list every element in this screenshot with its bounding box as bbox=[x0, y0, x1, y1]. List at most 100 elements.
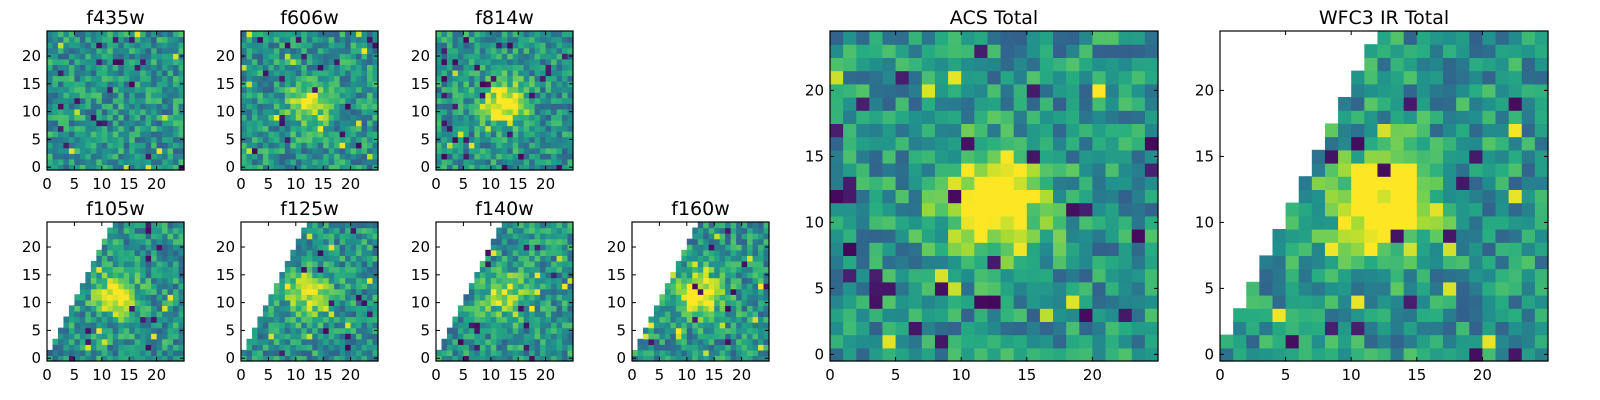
heatmap-cell bbox=[512, 108, 519, 115]
heatmap-cell bbox=[908, 308, 923, 322]
heatmap-cell bbox=[90, 266, 97, 273]
heatmap-cell bbox=[830, 57, 844, 72]
heatmap-cell bbox=[463, 75, 470, 82]
heatmap-cell bbox=[145, 333, 152, 340]
heatmap-cell bbox=[241, 97, 248, 104]
heatmap-cell bbox=[681, 344, 688, 351]
heatmap-cell bbox=[290, 288, 297, 295]
heatmap-cell bbox=[518, 283, 525, 290]
heatmap-cell bbox=[268, 75, 275, 82]
heatmap-cell bbox=[246, 355, 253, 362]
heatmap-cell bbox=[468, 158, 475, 166]
panel-title-f606w: f606w bbox=[280, 7, 339, 29]
heatmap-cell bbox=[512, 97, 519, 104]
heatmap-cell bbox=[708, 344, 715, 351]
heatmap-cell bbox=[178, 69, 185, 77]
heatmap-cell bbox=[485, 108, 492, 115]
heatmap-cell bbox=[290, 294, 297, 301]
heatmap-cell bbox=[284, 42, 291, 49]
heatmap-cell bbox=[262, 333, 269, 340]
heatmap-cell bbox=[490, 344, 497, 351]
heatmap-cell bbox=[1039, 110, 1054, 124]
heatmap-cell bbox=[323, 333, 330, 340]
heatmap-cell bbox=[714, 338, 721, 345]
heatmap-cell bbox=[529, 158, 536, 166]
heatmap-cell bbox=[372, 238, 379, 245]
heatmap-cell bbox=[697, 327, 704, 334]
heatmap-cell bbox=[68, 131, 75, 138]
heatmap-cell bbox=[551, 75, 558, 82]
heatmap-cell bbox=[1118, 83, 1133, 98]
heatmap-cell bbox=[268, 58, 275, 65]
heatmap-cell bbox=[372, 36, 379, 43]
heatmap-cell bbox=[312, 92, 319, 99]
heatmap-cell bbox=[112, 131, 119, 138]
heatmap-cell bbox=[301, 316, 308, 323]
heatmap-cell bbox=[1131, 97, 1146, 111]
heatmap-cell bbox=[562, 244, 569, 251]
heatmap-cell bbox=[843, 281, 857, 296]
heatmap-cell bbox=[895, 57, 910, 72]
heatmap-cell bbox=[90, 92, 97, 99]
heatmap-cell bbox=[372, 153, 379, 160]
heatmap-cell bbox=[567, 31, 574, 38]
heatmap-cell bbox=[118, 31, 125, 38]
heatmap-cell bbox=[101, 119, 108, 127]
heatmap-cell bbox=[301, 142, 308, 149]
heatmap-cell bbox=[895, 123, 910, 138]
heatmap-cell bbox=[670, 316, 677, 323]
heatmap-cell bbox=[567, 322, 574, 329]
heatmap-cell bbox=[921, 163, 936, 177]
heatmap-cell bbox=[659, 344, 666, 351]
heatmap-cell bbox=[1092, 321, 1107, 336]
heatmap-cell bbox=[562, 131, 569, 138]
heatmap-cell bbox=[79, 125, 86, 132]
heatmap-cell bbox=[356, 249, 363, 256]
heatmap-cell bbox=[173, 103, 180, 110]
heatmap-cell bbox=[367, 125, 374, 132]
heatmap-cell bbox=[540, 333, 547, 340]
heatmap-cell bbox=[112, 327, 119, 334]
heatmap-cell bbox=[1298, 215, 1313, 230]
heatmap-cell bbox=[273, 69, 280, 77]
heatmap-cell bbox=[279, 119, 286, 127]
heatmap-cell bbox=[167, 255, 174, 262]
heatmap-cell bbox=[452, 31, 459, 38]
heatmap-cell bbox=[1508, 321, 1523, 336]
heatmap-cell bbox=[257, 69, 264, 77]
heatmap-cell bbox=[725, 305, 732, 312]
heatmap-cell bbox=[675, 266, 682, 273]
heatmap-cell bbox=[123, 31, 130, 38]
heatmap-cell bbox=[882, 44, 897, 58]
heatmap-cell bbox=[279, 131, 286, 138]
heatmap-cell bbox=[523, 327, 530, 334]
heatmap-cell bbox=[501, 255, 508, 262]
heatmap-cell bbox=[468, 69, 475, 77]
heatmap-cell bbox=[284, 344, 291, 351]
heatmap-cell bbox=[1377, 255, 1392, 270]
heatmap-cell bbox=[301, 42, 308, 49]
heatmap-cell bbox=[134, 322, 141, 329]
x-tick-label: 5 bbox=[264, 366, 274, 384]
heatmap-cell bbox=[151, 119, 158, 127]
heatmap-cell bbox=[659, 322, 666, 329]
heatmap-cell bbox=[52, 355, 59, 362]
heatmap-cell bbox=[457, 86, 464, 93]
heatmap-cell bbox=[57, 136, 65, 143]
heatmap-cell bbox=[241, 31, 248, 38]
heatmap-cell bbox=[284, 103, 291, 110]
heatmap-cell bbox=[446, 131, 454, 138]
heatmap-cell bbox=[306, 81, 313, 88]
heatmap-cell bbox=[123, 233, 130, 240]
heatmap-cell bbox=[758, 333, 765, 340]
heatmap-cell bbox=[241, 64, 248, 71]
heatmap-cell bbox=[758, 288, 765, 295]
heatmap-cell bbox=[501, 75, 508, 82]
heatmap-cell bbox=[112, 322, 119, 329]
heatmap-cell bbox=[523, 299, 530, 306]
heatmap-cell bbox=[74, 47, 81, 54]
heatmap-cell bbox=[468, 36, 475, 43]
heatmap-cell bbox=[479, 47, 486, 54]
heatmap-cell bbox=[339, 294, 346, 301]
heatmap-cell bbox=[1246, 281, 1260, 296]
